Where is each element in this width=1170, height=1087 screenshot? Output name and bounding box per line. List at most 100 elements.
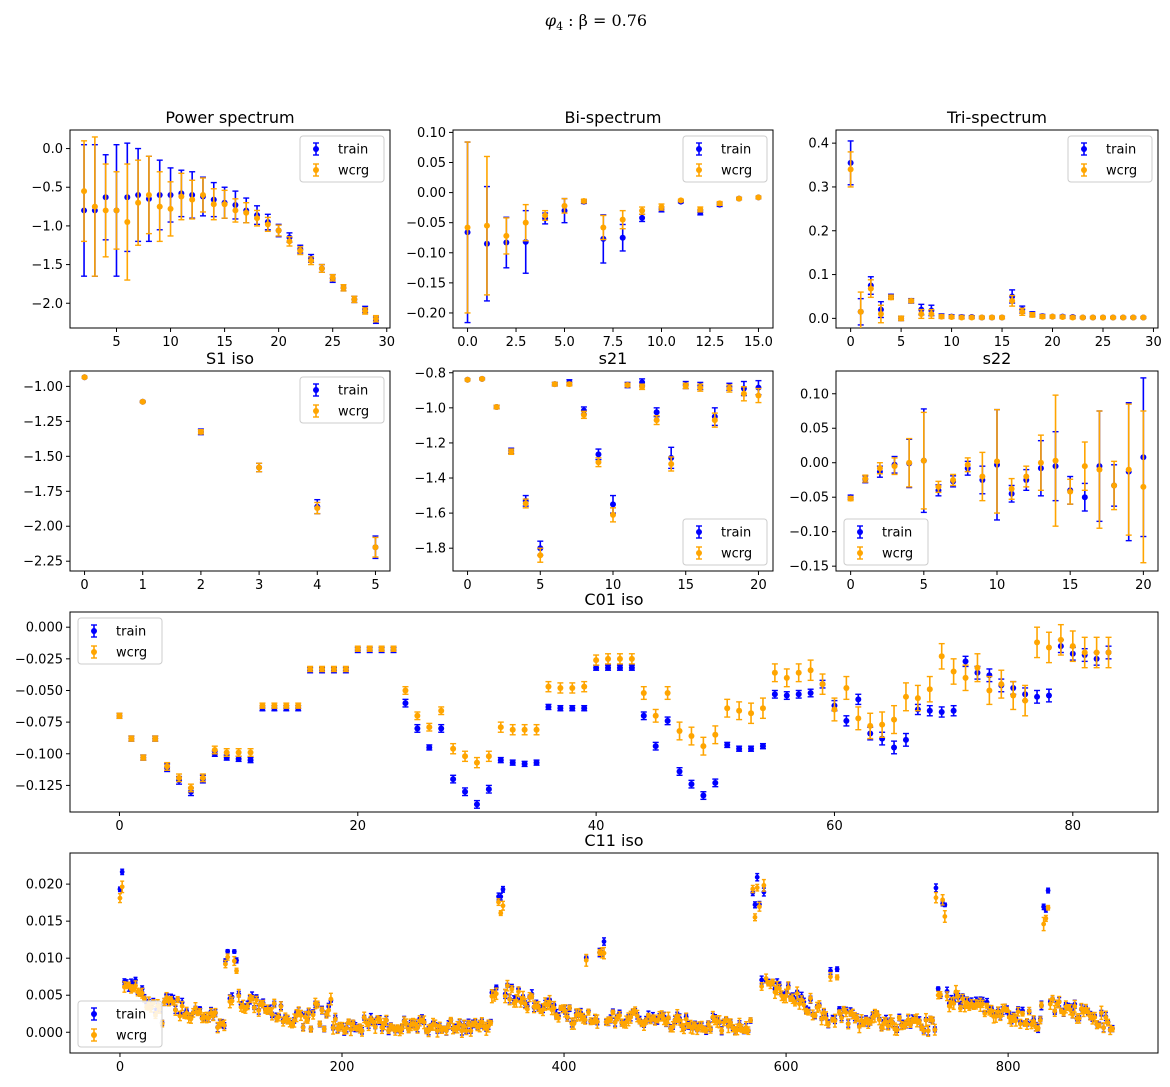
wcrg-point: [221, 1022, 227, 1028]
wcrg-point: [197, 1009, 203, 1015]
train-point: [752, 902, 758, 908]
wcrg-point: [639, 383, 646, 390]
x-tick-label: 5: [897, 335, 905, 350]
wcrg-point: [831, 706, 838, 713]
wcrg-point: [617, 1012, 622, 1018]
x-tick-label: 15: [677, 578, 694, 593]
wcrg-point: [643, 1018, 649, 1024]
wcrg-point: [1037, 459, 1044, 466]
wcrg-point: [446, 1023, 451, 1028]
wcrg-point: [113, 207, 120, 214]
wcrg-point: [1099, 314, 1106, 321]
wcrg-point: [745, 1028, 751, 1034]
wcrg-point: [879, 721, 886, 728]
train-point: [676, 768, 683, 775]
train-point: [771, 691, 778, 698]
wcrg-point: [785, 985, 791, 990]
wcrg-point: [483, 222, 490, 229]
wcrg-point: [777, 986, 782, 991]
train-point: [843, 717, 850, 724]
legend: train wcrg: [299, 135, 385, 183]
wcrg-point: [610, 511, 616, 518]
y-tick-label: 0.10: [417, 126, 446, 141]
wcrg-point: [366, 1022, 372, 1028]
wcrg-point: [683, 1016, 689, 1022]
wcrg-point: [847, 495, 854, 502]
wcrg-point: [666, 1015, 671, 1021]
train-point: [652, 743, 659, 750]
train-point: [834, 966, 840, 972]
wcrg-point: [891, 716, 898, 723]
wcrg-point: [438, 707, 445, 714]
plot-area: [117, 868, 1115, 1038]
wcrg-point: [321, 1026, 327, 1032]
wcrg-point: [170, 1000, 176, 1006]
y-tick-label: −0.05: [789, 491, 829, 506]
wcrg-point: [950, 476, 957, 483]
wcrg-point: [682, 382, 689, 389]
wcrg-point: [1120, 314, 1127, 321]
wcrg-point: [1069, 643, 1076, 650]
wcrg-point: [366, 645, 373, 652]
x-tick-label: 5: [536, 578, 544, 593]
wcrg-point: [443, 1028, 449, 1034]
wcrg-point: [547, 999, 553, 1005]
wcrg-point: [464, 376, 471, 383]
y-tick-label: −0.15: [406, 276, 446, 291]
wcrg-point: [700, 743, 707, 750]
wcrg-point: [877, 310, 884, 317]
wcrg-point: [551, 1005, 557, 1011]
legend-marker-dot: [1081, 146, 1087, 152]
legend-label-wcrg: wcrg: [882, 547, 913, 562]
panel-title: Power spectrum: [165, 108, 294, 127]
train-point: [601, 939, 607, 944]
train-point: [500, 886, 506, 892]
wcrg-point: [697, 384, 704, 391]
wcrg-point: [493, 403, 500, 410]
legend-label-train: train: [721, 143, 751, 158]
wcrg-point: [254, 997, 259, 1003]
x-tick-label: 2: [197, 578, 205, 593]
wcrg-point: [305, 1018, 310, 1023]
y-tick-label: −1.50: [23, 450, 63, 465]
train-point: [1045, 692, 1052, 699]
wcrg-point: [81, 374, 88, 381]
wcrg-point: [670, 1024, 676, 1030]
wcrg-point: [658, 204, 665, 211]
wcrg-point: [914, 695, 921, 702]
wcrg-point: [663, 1020, 669, 1026]
y-tick-label: −0.5: [31, 181, 63, 196]
train-point: [414, 725, 421, 732]
train-point: [712, 779, 719, 786]
wcrg-point: [723, 1017, 729, 1022]
wcrg-point: [247, 749, 254, 756]
wcrg-point: [938, 653, 945, 660]
plot-area: [464, 141, 762, 324]
y-tick-label: 0.0: [42, 142, 63, 157]
y-tick-label: −1.0: [414, 401, 446, 416]
x-tick-label: 15.0: [744, 335, 773, 350]
panel-1: Power spectrum 5 10 15 20 25 30 0.0 −0.5 −1.0 −1.5…: [31, 108, 395, 350]
x-tick-label: 15: [994, 335, 1011, 350]
wcrg-point: [330, 665, 337, 672]
wcrg-point: [561, 202, 568, 209]
wcrg-point: [855, 715, 862, 722]
x-tick-label: 40: [588, 819, 605, 834]
wcrg-point: [551, 381, 558, 388]
wcrg-point: [968, 314, 975, 321]
wcrg-point: [712, 731, 719, 738]
train-point: [640, 712, 647, 719]
wcrg-point: [81, 188, 88, 195]
wcrg-point: [187, 784, 194, 791]
wcrg-point: [119, 884, 125, 890]
wcrg-point: [1140, 314, 1147, 321]
wcrg-point: [566, 381, 573, 388]
wcrg-point: [1022, 697, 1029, 704]
legend-marker-dot: [313, 387, 319, 393]
legend-marker-dot: [696, 529, 702, 535]
legend-label-train: train: [882, 526, 912, 541]
wcrg-point: [516, 989, 521, 995]
wcrg-point: [807, 667, 814, 674]
wcrg-point: [340, 284, 347, 291]
wcrg-point: [189, 196, 196, 203]
